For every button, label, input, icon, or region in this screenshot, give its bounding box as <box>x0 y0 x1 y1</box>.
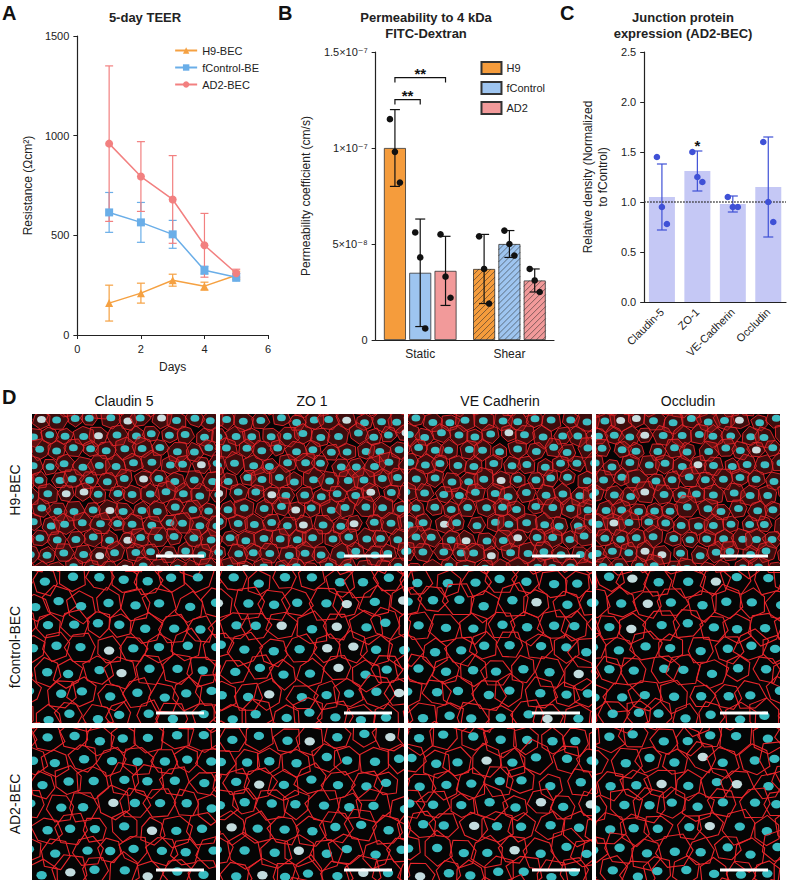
svg-text:fControl-BEC: fControl-BEC <box>7 606 23 688</box>
svg-text:*: * <box>694 137 700 154</box>
svg-text:to fControl): to fControl) <box>596 147 610 206</box>
html-text:A: A <box>2 2 17 24</box>
svg-text:1.5: 1.5 <box>621 146 636 158</box>
svg-text:6: 6 <box>265 343 271 355</box>
svg-text:1000: 1000 <box>45 130 69 142</box>
svg-text:0: 0 <box>362 334 368 346</box>
svg-text:Occludin: Occludin <box>661 393 715 409</box>
svg-text:1×10⁻⁷: 1×10⁻⁷ <box>333 142 368 154</box>
svg-text:Static: Static <box>405 347 435 361</box>
html-text:D: D <box>2 386 17 408</box>
svg-text:H9-BEC: H9-BEC <box>202 45 242 57</box>
svg-text:Days: Days <box>159 360 186 374</box>
svg-text:AD2-BEC: AD2-BEC <box>202 79 250 91</box>
svg-text:fControl: fControl <box>506 82 545 94</box>
svg-text:VE-Cadherin: VE-Cadherin <box>684 306 737 359</box>
svg-text:Permeability to 4 kDa: Permeability to 4 kDa <box>360 10 492 25</box>
svg-text:Claudin-5: Claudin-5 <box>624 306 666 348</box>
svg-text:**: ** <box>414 65 426 82</box>
svg-text:**: ** <box>402 87 414 104</box>
svg-text:H9-BEC: H9-BEC <box>7 464 23 515</box>
svg-text:0.0: 0.0 <box>621 296 636 308</box>
svg-text:FITC-Dextran: FITC-Dextran <box>385 26 467 41</box>
svg-text:Junction protein: Junction protein <box>632 10 734 25</box>
svg-text:Resistance (Ωcm²): Resistance (Ωcm²) <box>21 136 35 236</box>
svg-text:500: 500 <box>51 229 69 241</box>
svg-text:0.5: 0.5 <box>621 246 636 258</box>
svg-text:1500: 1500 <box>45 30 69 42</box>
svg-text:ZO-1: ZO-1 <box>675 306 701 332</box>
svg-text:0: 0 <box>63 329 69 341</box>
svg-text:1.5×10⁻⁷: 1.5×10⁻⁷ <box>324 46 368 58</box>
svg-text:Claudin 5: Claudin 5 <box>94 393 153 409</box>
svg-text:AD2: AD2 <box>506 102 527 114</box>
svg-text:Shear: Shear <box>493 347 525 361</box>
svg-text:Permeability coefficient (cm/s: Permeability coefficient (cm/s) <box>299 116 313 276</box>
svg-text:2.0: 2.0 <box>621 96 636 108</box>
svg-text:AD2-BEC: AD2-BEC <box>7 774 23 835</box>
svg-text:5×10⁻⁸: 5×10⁻⁸ <box>332 238 367 250</box>
svg-text:2: 2 <box>138 343 144 355</box>
svg-text:H9: H9 <box>506 62 520 74</box>
svg-text:expression (AD2-BEC): expression (AD2-BEC) <box>614 26 753 41</box>
svg-text:5-day TEER: 5-day TEER <box>109 10 182 25</box>
svg-text:ZO 1: ZO 1 <box>296 393 327 409</box>
html-text:C: C <box>560 2 575 24</box>
svg-text:0: 0 <box>74 343 80 355</box>
svg-text:Relative density (Normalized: Relative density (Normalized <box>581 101 595 254</box>
html-text:B: B <box>278 2 293 24</box>
svg-text:fControl-BE: fControl-BE <box>202 62 259 74</box>
svg-text:1.0: 1.0 <box>621 196 636 208</box>
svg-text:VE Cadherin: VE Cadherin <box>460 393 539 409</box>
svg-text:2.5: 2.5 <box>621 46 636 58</box>
svg-text:Occludin: Occludin <box>734 306 773 345</box>
svg-text:4: 4 <box>201 343 207 355</box>
